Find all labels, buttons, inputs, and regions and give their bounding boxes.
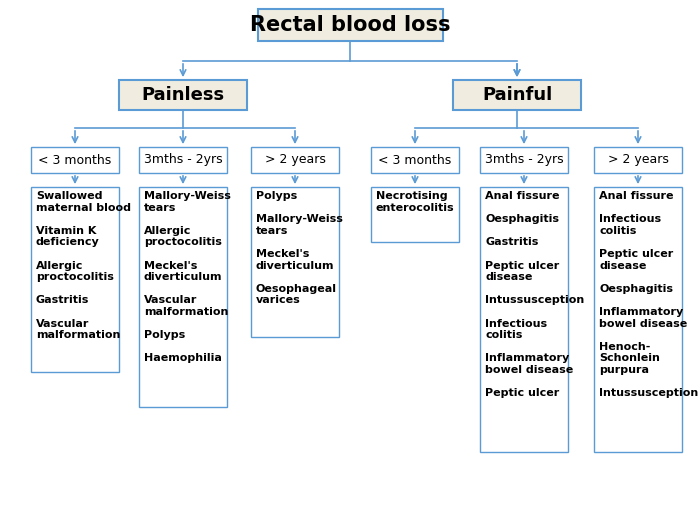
Text: Necrotising
enterocolitis: Necrotising enterocolitis	[376, 191, 454, 213]
FancyBboxPatch shape	[480, 187, 568, 452]
FancyBboxPatch shape	[594, 187, 682, 452]
Text: Anal fissure

Infectious
colitis

Peptic ulcer
disease

Oesphagitis

Inflammator: Anal fissure Infectious colitis Peptic u…	[599, 191, 699, 398]
Text: Polyps

Mallory-Weiss
tears

Meckel's
diverticulum

Oesophageal
varices: Polyps Mallory-Weiss tears Meckel's dive…	[256, 191, 343, 305]
FancyBboxPatch shape	[453, 80, 581, 110]
Text: 3mths - 2yrs: 3mths - 2yrs	[484, 154, 564, 166]
FancyBboxPatch shape	[594, 147, 682, 173]
FancyBboxPatch shape	[371, 187, 459, 242]
Text: Mallory-Weiss
tears

Allergic
proctocolitis

Meckel's
diverticulum

Vascular
mal: Mallory-Weiss tears Allergic proctocolit…	[144, 191, 231, 364]
FancyBboxPatch shape	[371, 147, 459, 173]
Text: < 3 months: < 3 months	[38, 154, 111, 166]
Text: 3mths - 2yrs: 3mths - 2yrs	[144, 154, 223, 166]
Text: > 2 years: > 2 years	[608, 154, 668, 166]
FancyBboxPatch shape	[139, 147, 227, 173]
FancyBboxPatch shape	[251, 147, 339, 173]
FancyBboxPatch shape	[31, 187, 119, 372]
Text: Painless: Painless	[141, 86, 225, 104]
FancyBboxPatch shape	[480, 147, 568, 173]
FancyBboxPatch shape	[258, 9, 442, 41]
Text: Swallowed
maternal blood

Vitamin K
deficiency

Allergic
proctocolitis

Gastriti: Swallowed maternal blood Vitamin K defic…	[36, 191, 131, 340]
FancyBboxPatch shape	[139, 187, 227, 407]
Text: Anal fissure

Oesphagitis

Gastritis

Peptic ulcer
disease

Intussusception

Inf: Anal fissure Oesphagitis Gastritis Pepti…	[485, 191, 584, 398]
Text: Painful: Painful	[482, 86, 552, 104]
FancyBboxPatch shape	[119, 80, 247, 110]
Text: < 3 months: < 3 months	[379, 154, 452, 166]
Text: > 2 years: > 2 years	[265, 154, 326, 166]
FancyBboxPatch shape	[251, 187, 339, 337]
Text: Rectal blood loss: Rectal blood loss	[250, 15, 450, 35]
FancyBboxPatch shape	[31, 147, 119, 173]
